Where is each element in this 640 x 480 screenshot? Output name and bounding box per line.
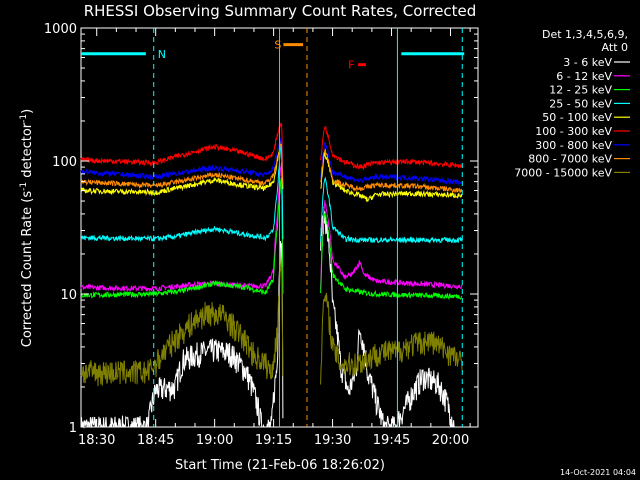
series-line-7 [80, 143, 463, 194]
x-tick-label-5: 19:45 [373, 433, 410, 448]
y-tick-label-3: 1000 [44, 22, 77, 37]
y-tick-label-2: 100 [52, 155, 77, 170]
legend-label-1: 6 - 12 keV [556, 70, 612, 83]
y-axis-label: Corrected Count Rate (s-1 detector-1) [19, 109, 35, 347]
annotation-label-0: N [158, 48, 166, 61]
x-tick-label-1: 18:45 [137, 433, 174, 448]
x-axis-label: Start Time (21-Feb-06 18:26:02) [175, 458, 385, 473]
legend-label-3: 25 - 50 keV [549, 97, 612, 110]
legend-header-attenuator: Att 0 [602, 41, 628, 54]
x-tick-label-0: 18:30 [78, 433, 115, 448]
legend-label-8: 7000 - 15000 keV [514, 166, 612, 179]
series-lines [80, 122, 463, 429]
legend-label-0: 3 - 6 keV [563, 56, 612, 69]
legend-label-2: 12 - 25 keV [549, 84, 612, 97]
legend-label-6: 300 - 800 keV [535, 139, 612, 152]
series-line-5 [80, 122, 463, 171]
x-tick-label-2: 19:00 [196, 433, 233, 448]
axes: 18:30 18:45 19:00 19:15 19:30 19:45 20:00 1 10 10… [44, 22, 478, 448]
footer-timestamp: 14-Oct-2021 04:04 [560, 468, 636, 477]
series-line-2 [80, 177, 463, 301]
series-line-1 [80, 162, 463, 293]
x-tick-label-3: 19:15 [255, 433, 292, 448]
legend-label-5: 100 - 300 keV [535, 125, 612, 138]
legend-label-4: 50 - 100 keV [542, 111, 612, 124]
series-line-6 [80, 136, 463, 186]
series-line-8 [80, 257, 463, 387]
annotation-label-2: S [274, 39, 281, 52]
legend-header: Det 1,3,4,5,6,9, [542, 28, 628, 41]
annotations: N S F [81, 28, 465, 427]
y-tick-label-1: 10 [60, 288, 77, 303]
legend-label-7: 800 - 7000 keV [528, 153, 612, 166]
x-tick-label-6: 20:00 [432, 433, 469, 448]
annotation-label-3: F [348, 59, 354, 72]
y-tick-label-0: 1 [69, 421, 77, 436]
chart-title: RHESSI Observing Summary Count Rates, Co… [84, 2, 477, 20]
series-line-3 [81, 143, 463, 244]
x-tick-label-4: 19:30 [314, 433, 351, 448]
